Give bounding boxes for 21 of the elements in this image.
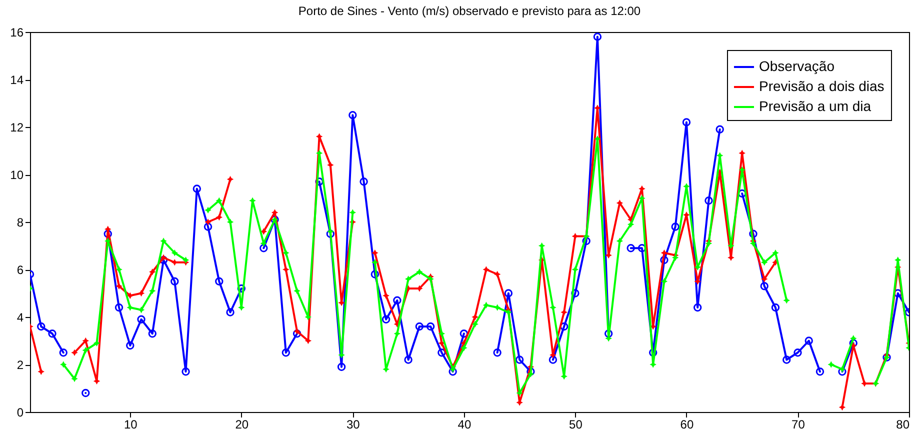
legend-label: Observação xyxy=(759,58,835,74)
y-tick-label: 6 xyxy=(16,263,24,277)
x-tick-label: 70 xyxy=(792,418,806,432)
y-tick-label: 14 xyxy=(10,73,24,87)
y-tick-label: 0 xyxy=(16,406,24,420)
y-tick-label: 2 xyxy=(16,358,24,372)
y-tick-label: 8 xyxy=(16,216,24,230)
x-tick-label: 10 xyxy=(124,418,138,432)
x-tick-label: 40 xyxy=(458,418,472,432)
x-tick-label: 80 xyxy=(896,418,910,432)
y-tick-label: 16 xyxy=(10,26,24,40)
x-tick-label: 30 xyxy=(346,418,360,432)
x-tick-label: 50 xyxy=(569,418,583,432)
legend-label: Previsão a um dia xyxy=(759,98,872,114)
x-tick-label: 20 xyxy=(235,418,249,432)
y-tick-label: 12 xyxy=(10,120,24,134)
legend-label: Previsão a dois dias xyxy=(759,78,884,94)
y-tick-label: 10 xyxy=(10,168,24,182)
chart-title: Porto de Sines - Vento (m/s) observado e previsto para as 12:00 xyxy=(298,4,641,18)
x-tick-label: 60 xyxy=(680,418,694,432)
y-tick-label: 4 xyxy=(16,310,24,324)
